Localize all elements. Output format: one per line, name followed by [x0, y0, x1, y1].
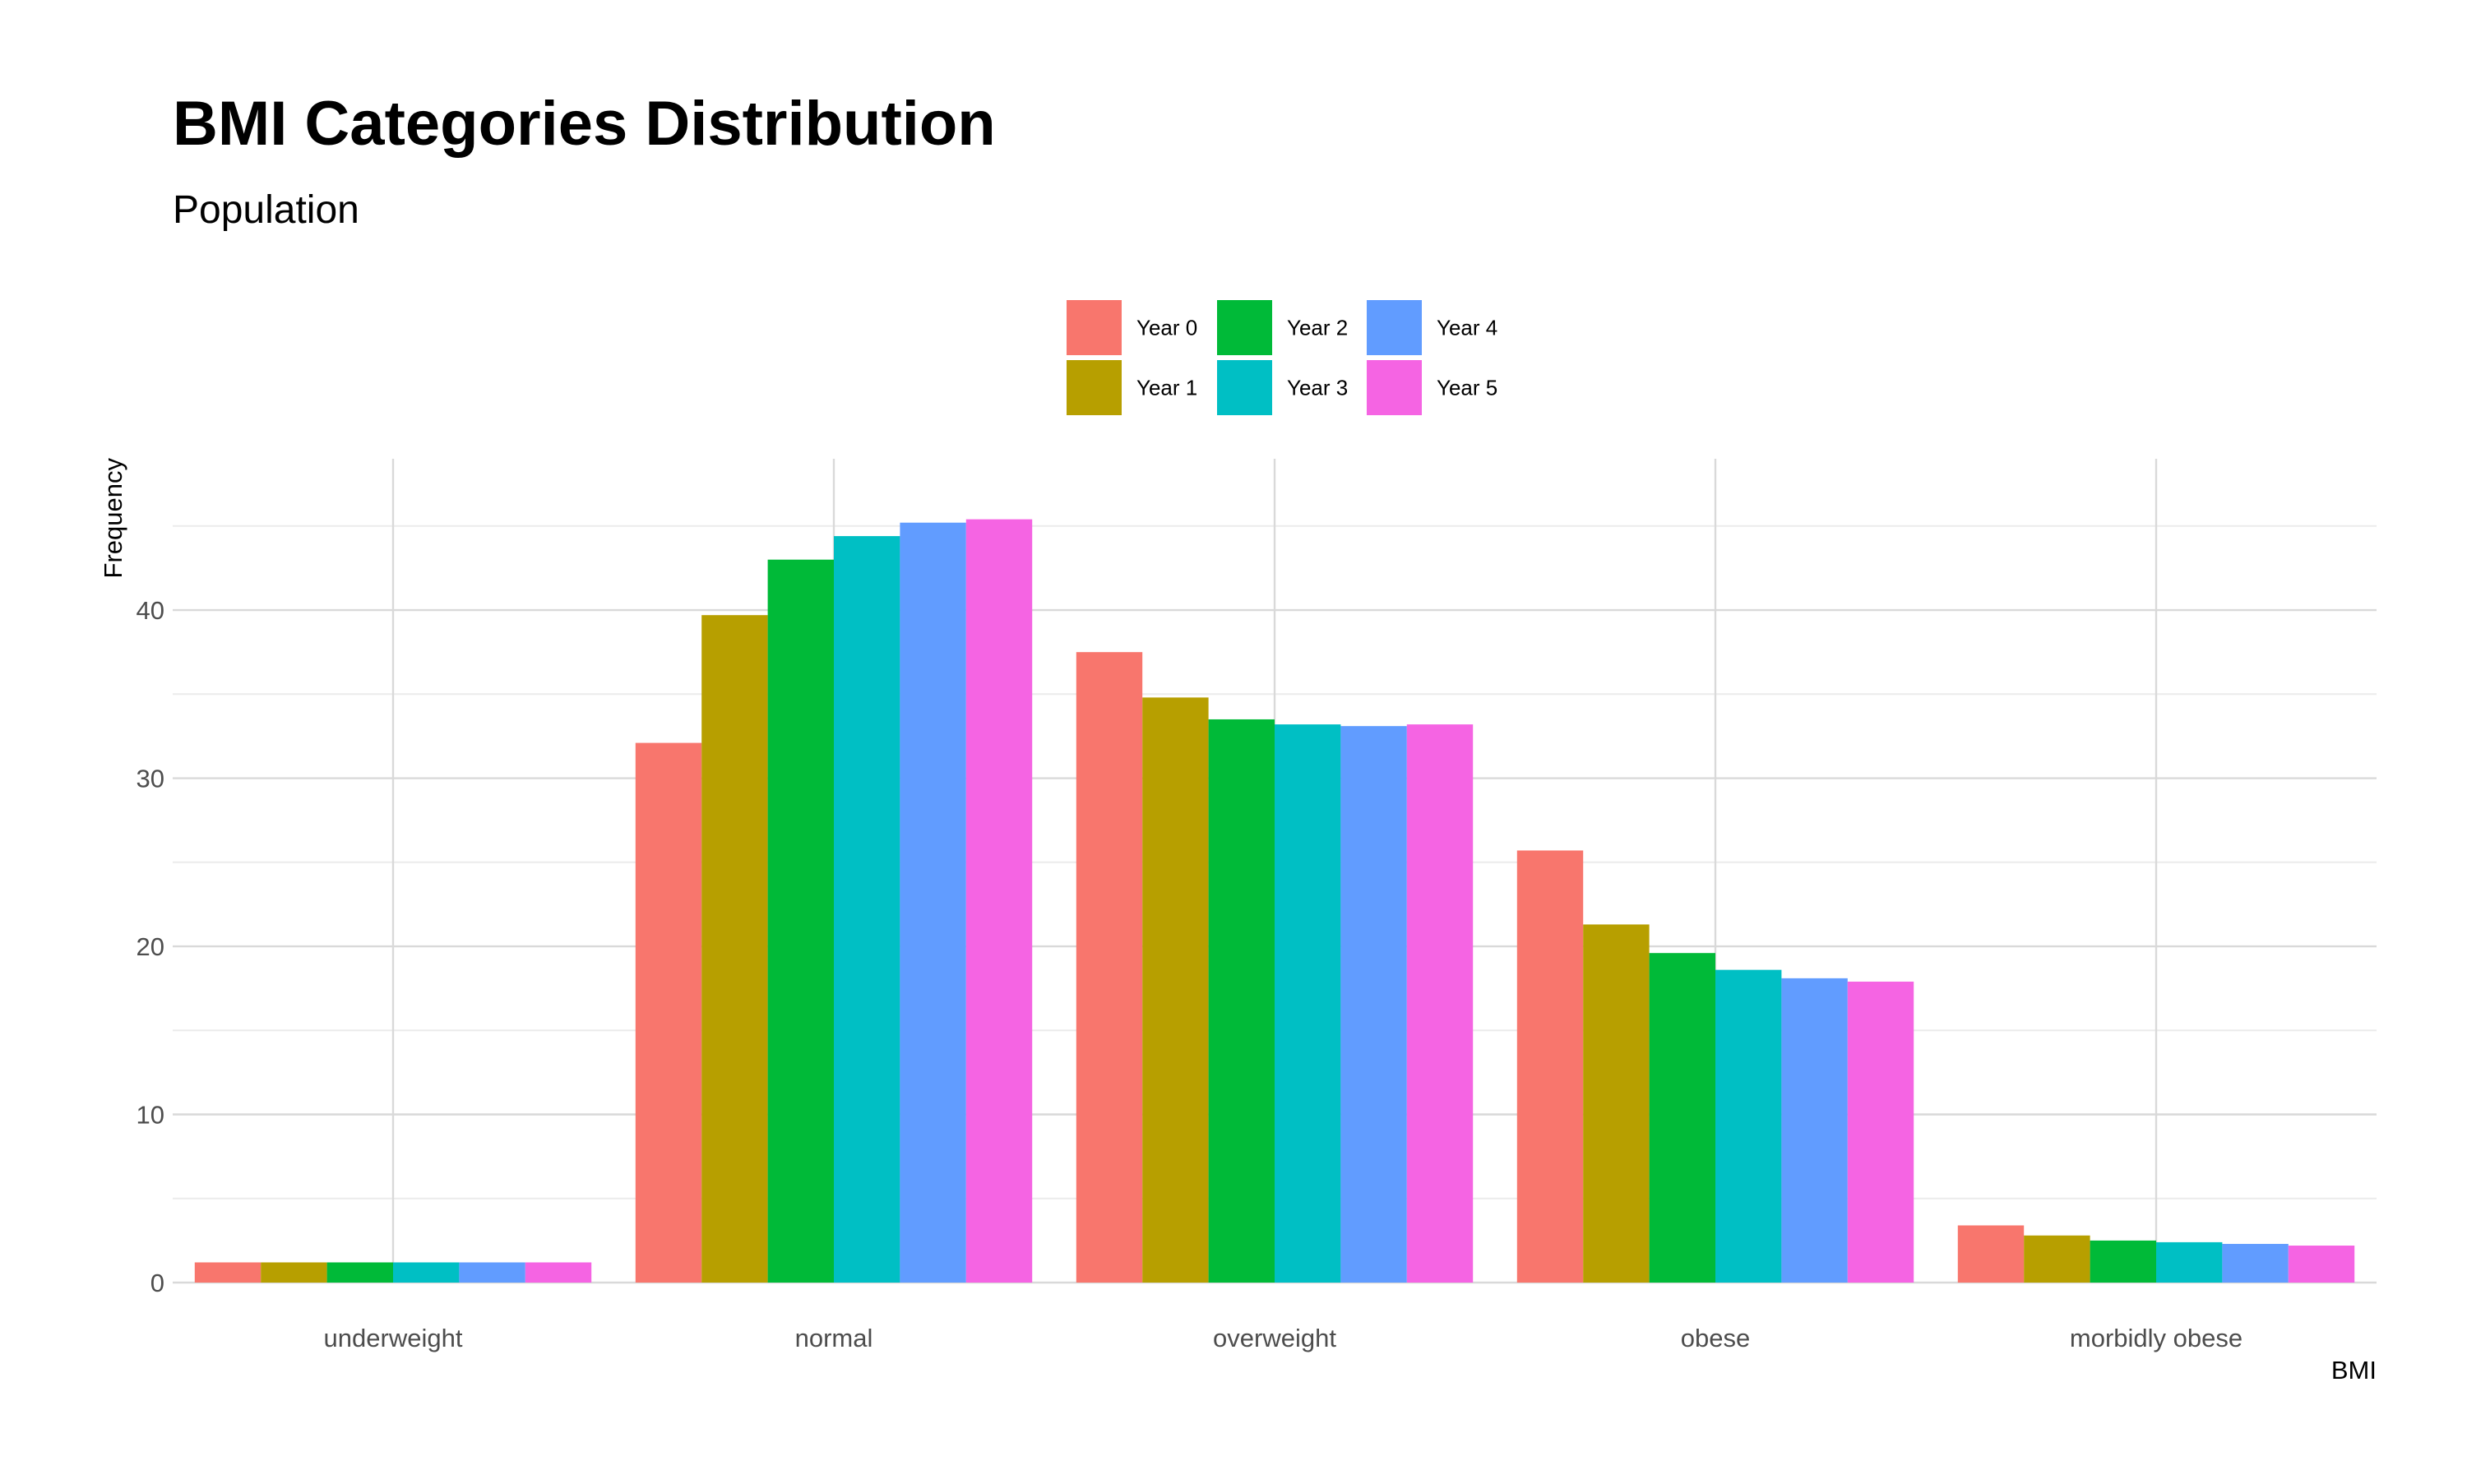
y-tick-label: 40: [137, 596, 164, 625]
bar: [1142, 697, 1209, 1283]
y-axis-ticks: 0 10 20 30 40: [137, 596, 164, 1297]
bar: [1340, 726, 1407, 1283]
bar: [635, 742, 702, 1283]
y-tick-label: 0: [150, 1269, 164, 1297]
legend-swatch: [1217, 360, 1272, 415]
bar: [2024, 1235, 2090, 1283]
legend-swatch: [1367, 360, 1422, 415]
chart-subtitle: Population: [173, 188, 359, 232]
x-axis-label: BMI: [2331, 1356, 2377, 1385]
bar: [2156, 1241, 2223, 1283]
bar: [834, 536, 900, 1283]
bar: [900, 522, 966, 1283]
legend-label: Year 5: [1437, 376, 1497, 400]
bar: [525, 1262, 592, 1283]
bar: [2090, 1240, 2156, 1283]
legend: Year 0 Year 1 Year 2 Year 3 Year 4 Year 5: [1067, 300, 1497, 415]
y-tick-label: 20: [137, 932, 164, 961]
y-tick-label: 30: [137, 765, 164, 793]
legend-item: Year 1: [1067, 360, 1197, 415]
x-tick-label: obese: [1681, 1324, 1750, 1352]
legend-label: Year 4: [1437, 316, 1497, 340]
x-tick-label: underweight: [324, 1324, 463, 1352]
legend-item: Year 3: [1217, 360, 1348, 415]
bar: [1781, 978, 1848, 1283]
bar: [1715, 969, 1782, 1283]
bar: [1957, 1225, 2025, 1283]
bar: [965, 519, 1033, 1283]
bar: [2288, 1246, 2355, 1283]
x-tick-label: normal: [795, 1324, 873, 1352]
bar: [2222, 1243, 2289, 1283]
bar: [1847, 981, 1914, 1283]
bar: [1275, 724, 1341, 1283]
bar: [261, 1262, 327, 1283]
legend-label: Year 1: [1136, 376, 1197, 400]
legend-item: Year 4: [1367, 300, 1497, 355]
bar: [767, 559, 834, 1283]
legend-label: Year 2: [1287, 316, 1348, 340]
bar: [459, 1262, 525, 1283]
legend-item: Year 2: [1217, 300, 1348, 355]
y-axis-label: Frequency: [99, 458, 127, 579]
bar: [393, 1262, 460, 1283]
legend-label: Year 3: [1287, 376, 1348, 400]
bar: [1208, 719, 1275, 1283]
bar: [194, 1262, 262, 1283]
x-axis-ticks: underweight normal overweight obese morbidly…: [324, 1324, 2243, 1352]
bar: [1583, 924, 1650, 1283]
legend-item: Year 5: [1367, 360, 1497, 415]
bar: [701, 615, 768, 1283]
legend-swatch: [1067, 360, 1122, 415]
chart-title: BMI Categories Distribution: [173, 89, 996, 159]
bar: [1516, 850, 1584, 1283]
legend-label: Year 0: [1136, 316, 1197, 340]
bar: [326, 1262, 393, 1283]
legend-swatch: [1367, 300, 1422, 355]
legend-swatch: [1217, 300, 1272, 355]
x-tick-label: overweight: [1213, 1324, 1336, 1352]
x-tick-label: morbidly obese: [2070, 1324, 2243, 1352]
bar: [1649, 953, 1715, 1283]
bar: [1076, 652, 1143, 1283]
legend-swatch: [1067, 300, 1122, 355]
bar: [1406, 724, 1474, 1283]
bars: [194, 519, 2355, 1283]
y-tick-label: 10: [137, 1101, 164, 1130]
legend-item: Year 0: [1067, 300, 1197, 355]
